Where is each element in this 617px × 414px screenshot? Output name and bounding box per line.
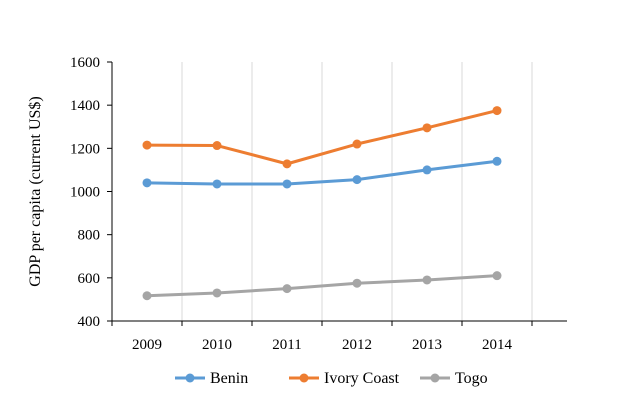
data-point xyxy=(142,178,152,188)
axes xyxy=(111,62,567,322)
data-point xyxy=(212,179,222,189)
x-tick-label: 2013 xyxy=(412,337,442,353)
legend: Benin Ivory Coast Togo xyxy=(175,370,488,387)
data-point xyxy=(212,288,222,298)
x-ticks: 2009 2010 2011 2012 2013 2014 xyxy=(111,321,533,353)
y-tick-label: 1200 xyxy=(70,141,100,157)
data-point xyxy=(352,278,362,288)
series xyxy=(142,106,502,301)
x-tick-label: 2009 xyxy=(132,337,162,353)
data-point xyxy=(492,156,502,166)
legend-item: Benin xyxy=(175,370,248,387)
x-tick-label: 2012 xyxy=(342,337,372,353)
series-line xyxy=(146,109,498,166)
data-point xyxy=(282,179,292,189)
data-point xyxy=(142,140,152,150)
data-point xyxy=(422,165,432,175)
y-tick-label: 400 xyxy=(78,314,101,330)
data-point xyxy=(492,106,502,116)
x-tick-label: 2011 xyxy=(272,337,301,353)
y-axis-title: GDP per capita (current US$) xyxy=(27,96,44,286)
data-point xyxy=(282,159,292,169)
series-line xyxy=(146,274,498,298)
legend-swatch-marker xyxy=(299,373,309,383)
data-point xyxy=(352,175,362,185)
data-point xyxy=(282,284,292,294)
data-point xyxy=(142,291,152,301)
grid-lines xyxy=(181,62,533,321)
y-tick-label: 800 xyxy=(78,228,101,244)
series-line xyxy=(146,159,498,186)
series-ivory-coast xyxy=(142,106,502,169)
x-tick-label: 2014 xyxy=(482,337,513,353)
legend-label: Ivory Coast xyxy=(324,370,400,387)
x-tick-label: 2010 xyxy=(202,337,232,353)
data-point xyxy=(492,271,502,281)
data-point xyxy=(422,123,432,133)
data-point xyxy=(422,275,432,285)
data-point xyxy=(352,139,362,149)
legend-item: Ivory Coast xyxy=(289,370,400,387)
legend-swatch-marker xyxy=(185,373,195,383)
y-tick-label: 1000 xyxy=(70,185,100,201)
legend-label: Benin xyxy=(210,370,248,387)
series-benin xyxy=(142,156,502,189)
series-togo xyxy=(142,271,502,301)
legend-item: Togo xyxy=(420,370,488,387)
data-point xyxy=(212,141,222,151)
y-ticks: 400 600 800 1000 1200 1400 1600 xyxy=(70,55,112,330)
legend-swatch-marker xyxy=(430,373,440,383)
y-tick-label: 600 xyxy=(78,271,101,287)
y-tick-label: 1400 xyxy=(70,98,100,114)
y-tick-label: 1600 xyxy=(70,55,100,71)
legend-label: Togo xyxy=(455,370,488,387)
